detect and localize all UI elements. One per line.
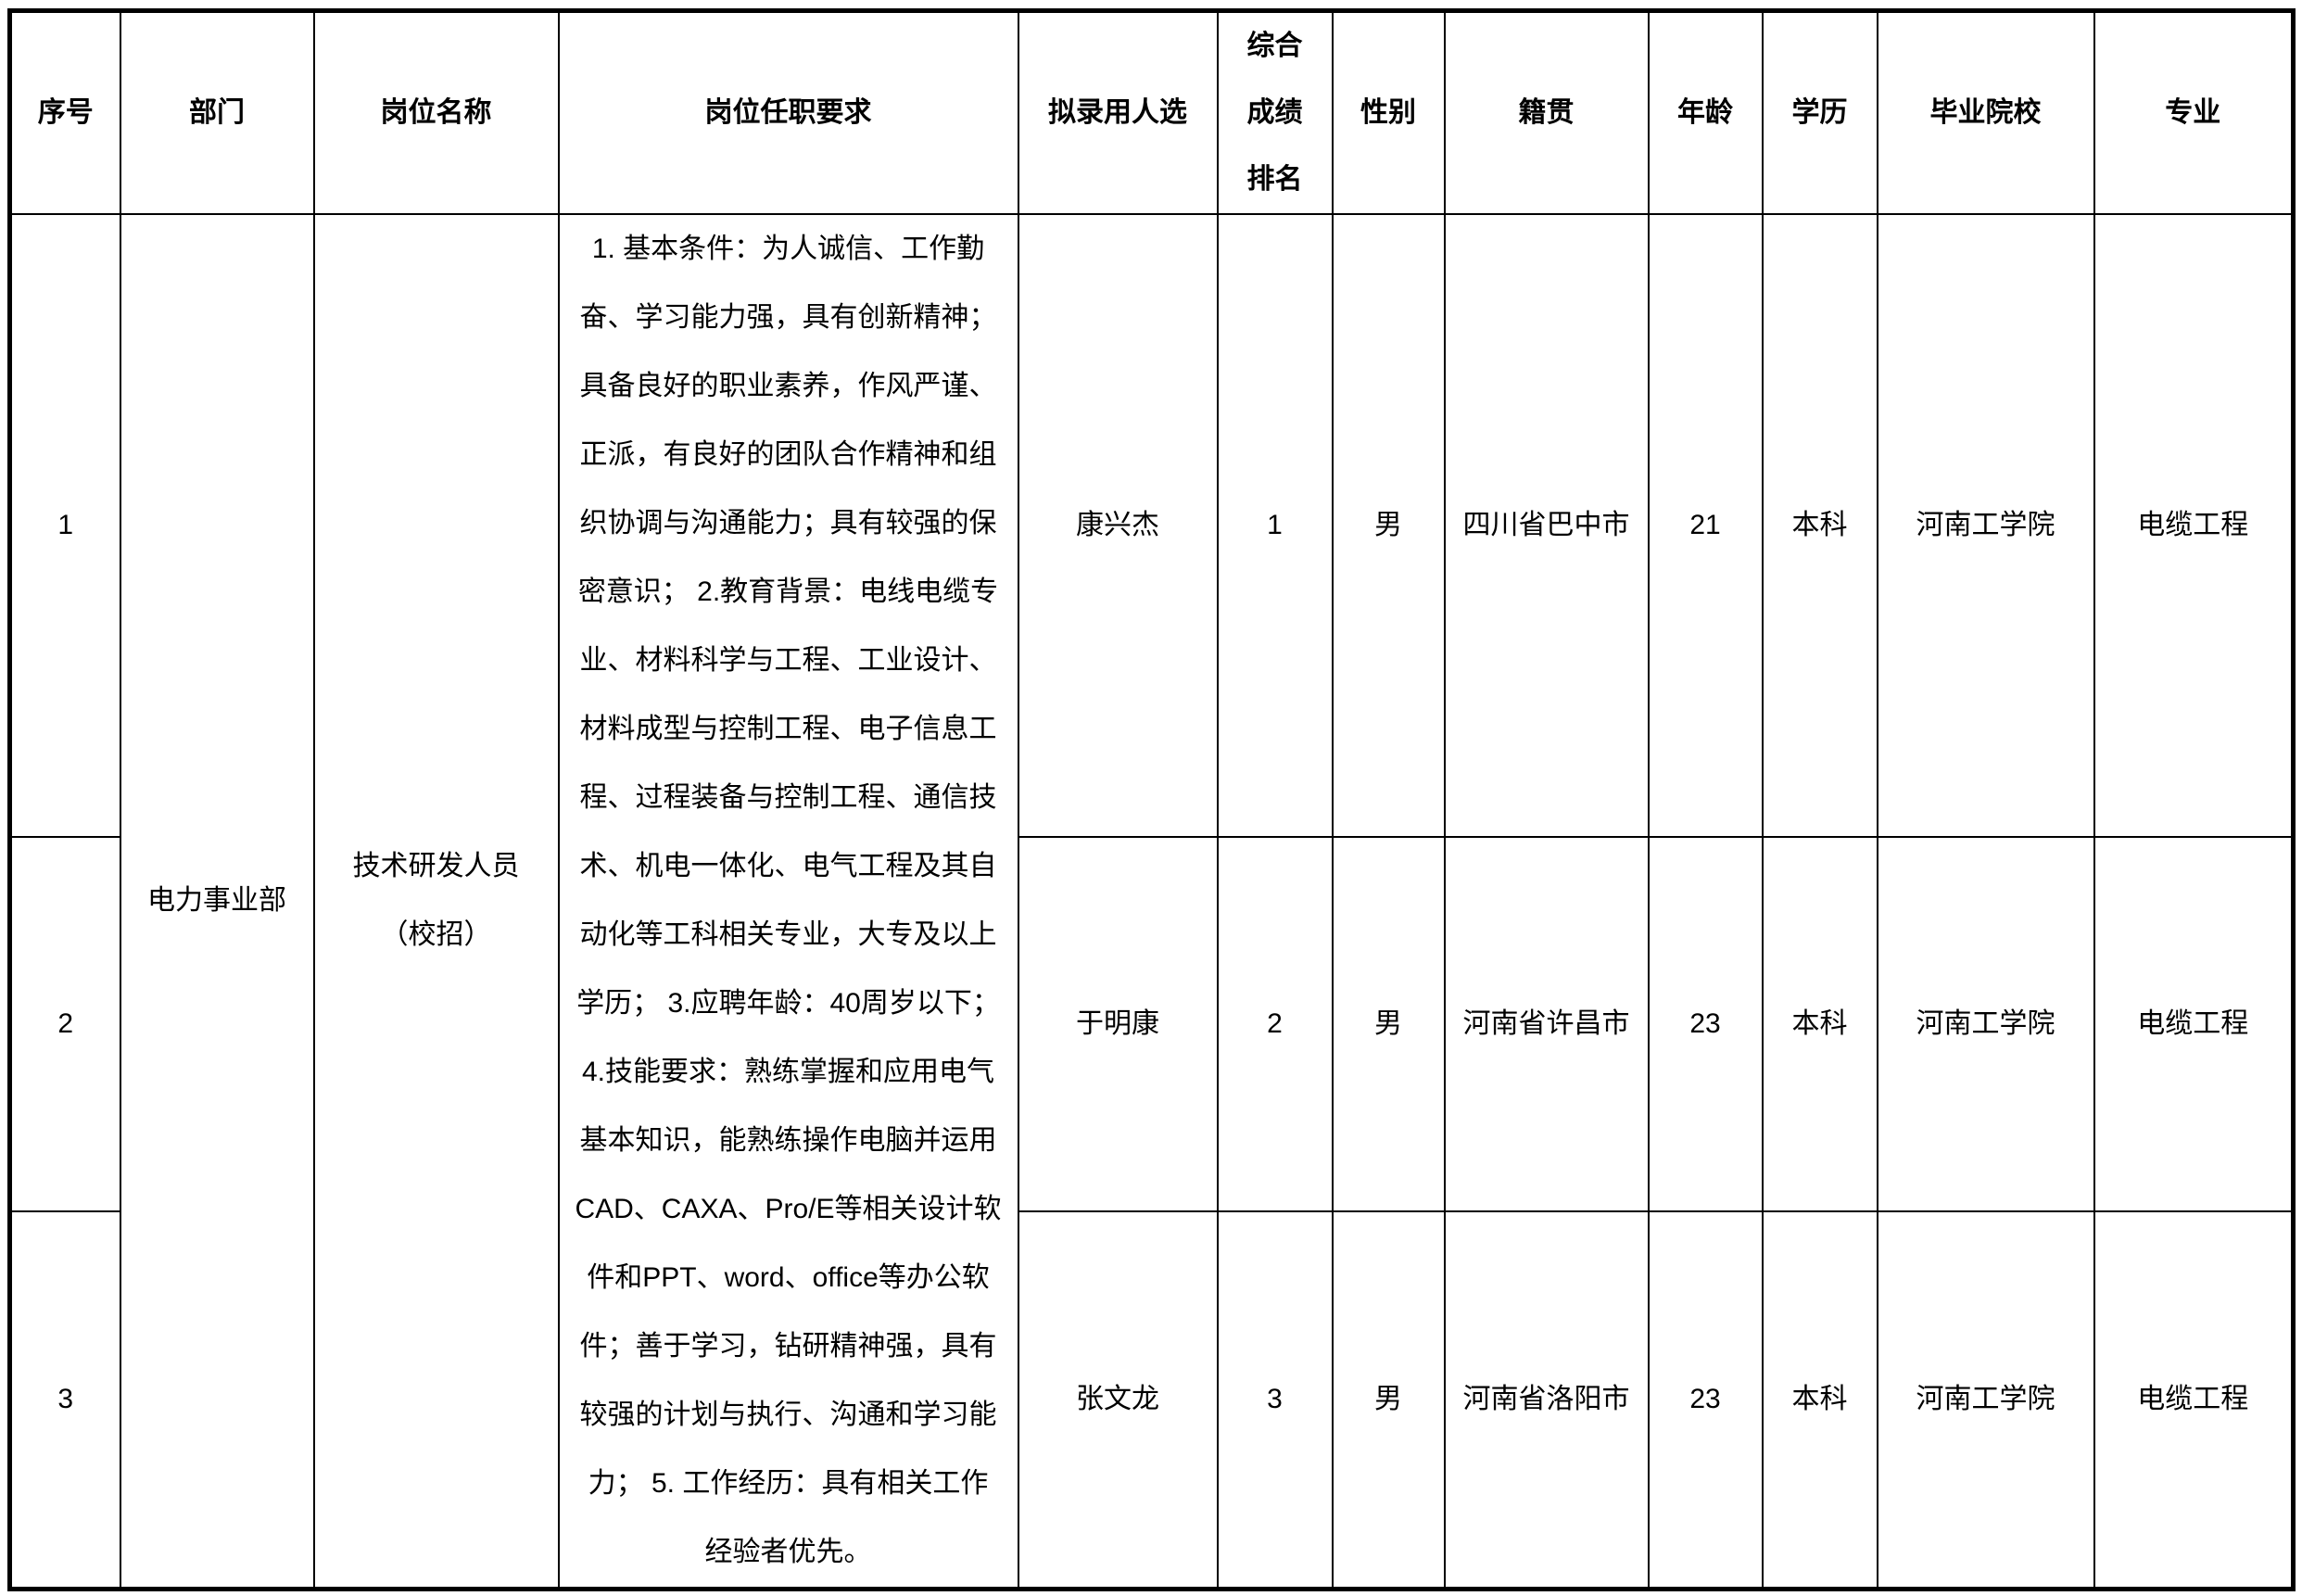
- cell-age: 23: [1647, 835, 1764, 1213]
- cell-rank: 1: [1216, 213, 1334, 838]
- header-requirements: 岗位任职要求: [557, 9, 1019, 215]
- cell-candidate: 于明康: [1017, 835, 1219, 1213]
- cell-school: 河南工学院: [1876, 835, 2095, 1213]
- header-school: 毕业院校: [1876, 9, 2095, 215]
- cell-serial: 1: [8, 213, 121, 838]
- table-header-row: 序号 部门 岗位名称 岗位任职要求 拟录用人选 综合 成绩 排名 性别 籍贯 年…: [8, 9, 2295, 215]
- cell-serial: 2: [8, 835, 121, 1213]
- table-row: 3 张文龙 3 男 河南省洛阳市 23 本科 河南工学院 电缆工程: [8, 1210, 2295, 1590]
- cell-major: 电缆工程: [2093, 835, 2295, 1213]
- cell-school: 河南工学院: [1876, 213, 2095, 838]
- table-row: 2 于明康 2 男 河南省许昌市 23 本科 河南工学院 电缆工程: [8, 835, 2295, 1213]
- header-serial: 序号: [8, 9, 121, 215]
- cell-major: 电缆工程: [2093, 213, 2295, 838]
- header-rank: 综合 成绩 排名: [1216, 9, 1334, 215]
- cell-rank: 3: [1216, 1210, 1334, 1590]
- cell-age: 23: [1647, 1210, 1764, 1590]
- cell-requirements-merged: 1. 基本条件：为人诚信、工作勤 奋、学习能力强，具有创新精神； 具备良好的职业…: [557, 213, 1019, 1590]
- cell-hometown: 河南省洛阳市: [1443, 1210, 1650, 1590]
- cell-gender: 男: [1331, 835, 1446, 1213]
- header-hometown: 籍贯: [1443, 9, 1650, 215]
- cell-department-merged: 电力事业部: [119, 213, 315, 1590]
- header-major: 专业: [2093, 9, 2295, 215]
- cell-education: 本科: [1761, 835, 1878, 1213]
- header-candidate: 拟录用人选: [1017, 9, 1219, 215]
- header-department: 部门: [119, 9, 315, 215]
- header-gender: 性别: [1331, 9, 1446, 215]
- cell-school: 河南工学院: [1876, 1210, 2095, 1590]
- cell-age: 21: [1647, 213, 1764, 838]
- cell-major: 电缆工程: [2093, 1210, 2295, 1590]
- header-education: 学历: [1761, 9, 1878, 215]
- cell-gender: 男: [1331, 1210, 1446, 1590]
- header-age: 年龄: [1647, 9, 1764, 215]
- cell-position-merged: 技术研发人员 （校招）: [312, 213, 560, 1590]
- cell-education: 本科: [1761, 1210, 1878, 1590]
- table-row: 1 电力事业部 技术研发人员 （校招） 1. 基本条件：为人诚信、工作勤 奋、学…: [8, 213, 2295, 1590]
- recruitment-table: 序号 部门 岗位名称 岗位任职要求 拟录用人选 综合 成绩 排名 性别 籍贯 年…: [7, 8, 2296, 1591]
- cell-serial: 3: [8, 1210, 121, 1590]
- cell-gender: 男: [1331, 213, 1446, 838]
- cell-hometown: 四川省巴中市: [1443, 213, 1650, 838]
- header-position: 岗位名称: [312, 9, 560, 215]
- cell-education: 本科: [1761, 213, 1878, 838]
- cell-candidate: 张文龙: [1017, 1210, 1219, 1590]
- cell-hometown: 河南省许昌市: [1443, 835, 1650, 1213]
- cell-rank: 2: [1216, 835, 1334, 1213]
- cell-candidate: 康兴杰: [1017, 213, 1219, 838]
